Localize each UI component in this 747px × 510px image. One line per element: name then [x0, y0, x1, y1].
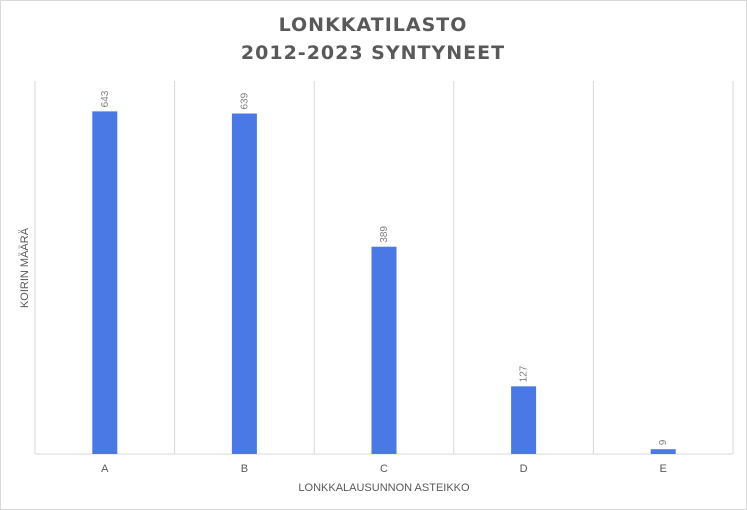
chart-title: LONKKATILASTO — [279, 14, 468, 36]
data-label-a: 643 — [100, 90, 111, 107]
x-tick-c: C — [380, 463, 388, 475]
chart-subtitle: 2012-2023 SYNTYNEET — [241, 42, 505, 64]
x-axis-title: LONKKALAUSUNNON ASTEIKKO — [298, 482, 470, 494]
bar-series — [92, 111, 676, 455]
bar-e — [650, 449, 676, 454]
x-tick-e: E — [660, 463, 667, 475]
data-label-b: 639 — [239, 92, 250, 109]
bar-b — [231, 113, 257, 455]
data-labels: 643 639 389 127 9 — [100, 90, 669, 445]
data-label-d: 127 — [519, 365, 530, 382]
bar-d — [511, 386, 537, 454]
x-tick-d: D — [520, 463, 528, 475]
data-label-e: 9 — [658, 439, 669, 445]
y-axis-title: KOIRIN MÄÄRÄ — [19, 227, 31, 308]
bar-a — [92, 111, 118, 454]
x-tick-a: A — [101, 463, 109, 475]
bar-c — [371, 246, 397, 454]
data-label-c: 389 — [379, 226, 390, 243]
x-tick-labels: A B C D E — [101, 463, 667, 475]
x-tick-b: B — [241, 463, 248, 475]
